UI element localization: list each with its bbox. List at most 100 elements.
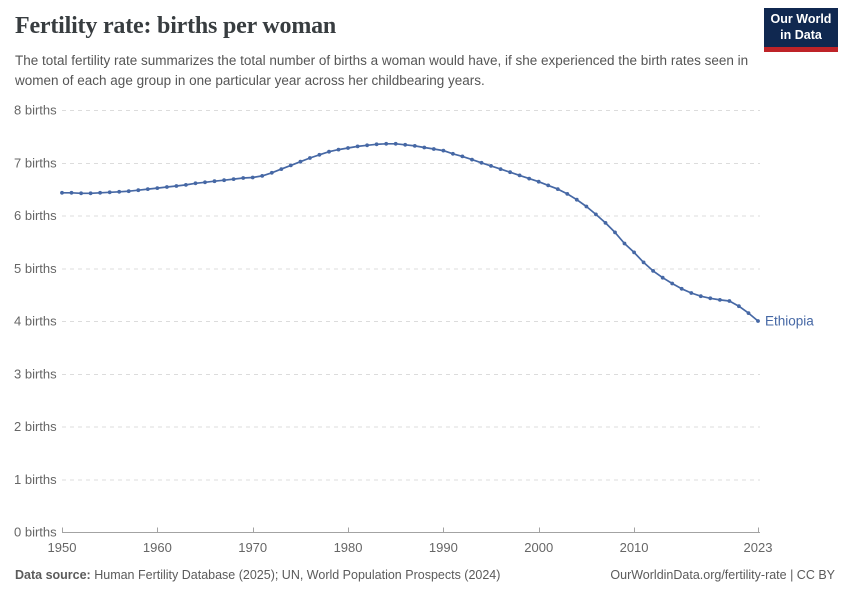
data-point[interactable] [536,179,541,184]
data-point[interactable] [250,175,255,180]
data-point[interactable] [451,151,455,156]
page-title: Fertility rate: births per woman [15,13,337,39]
data-point[interactable] [622,241,627,246]
data-point[interactable] [174,184,179,188]
data-point[interactable] [165,185,169,189]
data-point[interactable] [355,144,360,149]
data-point[interactable] [60,190,64,195]
data-point[interactable] [641,260,646,265]
owid-logo[interactable]: Our World in Data [764,8,838,52]
data-point[interactable] [565,192,570,196]
data-point[interactable] [269,170,274,175]
data-point[interactable] [584,204,589,209]
data-point[interactable] [431,147,436,151]
data-point[interactable] [613,230,617,235]
x-axis-tick-label: 2000 [524,540,553,555]
data-point[interactable] [460,154,465,159]
line-chart[interactable]: 0 births 1 births 2 births 3 births 4 births… [0,100,850,560]
data-point[interactable] [479,160,484,165]
data-point[interactable] [365,143,369,148]
data-point[interactable] [288,163,293,168]
data-point[interactable] [88,191,93,196]
data-point[interactable] [727,299,732,303]
data-point[interactable] [670,281,675,286]
data-point[interactable] [708,296,713,301]
data-point[interactable] [69,190,74,195]
data-point[interactable] [698,294,703,299]
y-axis-tick-label: 7 births [14,155,57,170]
y-axis-tick-label: 5 births [14,261,57,276]
data-point[interactable] [508,170,512,175]
data-point[interactable] [594,212,598,217]
data-point[interactable] [98,190,102,195]
data-point[interactable] [374,142,379,147]
x-axis-tick-label: 1950 [48,540,77,555]
data-point[interactable] [231,177,236,181]
data-point[interactable] [574,197,579,202]
data-point[interactable] [441,148,446,153]
data-point[interactable] [117,189,122,194]
data-point[interactable] [412,144,417,148]
data-point[interactable] [79,191,83,196]
data-point[interactable] [279,167,284,171]
owid-logo-line2: in Data [780,27,822,42]
owid-logo-line1: Our World [770,11,832,26]
data-point[interactable] [298,159,303,164]
data-point[interactable] [212,179,217,184]
data-point[interactable] [679,286,684,291]
data-point[interactable] [651,269,655,273]
data-point[interactable] [327,149,331,154]
data-point[interactable] [555,187,560,191]
data-point[interactable] [660,275,665,280]
data-point[interactable] [403,142,408,147]
data-point[interactable] [308,156,312,160]
data-point[interactable] [155,186,160,190]
data-point[interactable] [317,152,322,157]
data-point[interactable] [689,291,694,295]
y-axis-tick-label: 8 births [14,103,57,118]
data-point[interactable] [489,164,493,168]
data-point[interactable] [470,157,474,162]
data-point[interactable] [136,188,141,193]
data-point[interactable] [603,221,608,225]
line-series[interactable] [61,142,759,322]
data-source: Data source: Human Fertility Database (2… [15,568,500,582]
data-point[interactable] [756,319,760,323]
data-point[interactable] [241,176,246,180]
data-point[interactable] [384,141,389,146]
data-point[interactable] [517,173,522,178]
data-point[interactable] [393,141,398,146]
data-source-value: Human Fertility Database (2025); UN, Wor… [94,568,501,582]
data-point[interactable] [422,145,427,150]
data-source-label: Data source: [15,568,91,582]
data-point[interactable] [145,187,150,191]
data-point[interactable] [746,311,751,315]
y-axis-tick-label: 0 births [14,525,57,540]
x-axis-tick-label: 1980 [334,540,363,555]
data-point[interactable] [126,189,131,194]
chart-subtitle: The total fertility rate summarizes the … [15,53,749,88]
data-point[interactable] [737,304,741,309]
entity-label[interactable]: Ethiopia [765,314,814,329]
x-axis-tick-label: 1960 [143,540,172,555]
x-axis-tick-label: 2023 [744,540,773,555]
data-point[interactable] [346,146,350,150]
data-point[interactable] [336,147,341,152]
x-axis-tick-label: 2010 [620,540,649,555]
data-point[interactable] [203,180,207,185]
data-point[interactable] [260,174,265,178]
data-point[interactable] [632,250,636,255]
data-point[interactable] [498,167,503,171]
y-axis-tick-label: 6 births [14,208,57,223]
data-point[interactable] [107,190,112,195]
data-point[interactable] [527,176,532,181]
data-point[interactable] [193,181,198,186]
data-point[interactable] [184,183,188,187]
y-axis-tick-label: 4 births [14,314,57,329]
footer-link[interactable]: OurWorldinData.org/fertility-rate | CC B… [610,568,835,582]
x-axis-tick-label: 1970 [238,540,267,555]
x-axis-tick-label: 1990 [429,540,458,555]
data-point[interactable] [546,183,551,188]
data-point[interactable] [718,298,722,302]
data-point[interactable] [222,178,227,183]
